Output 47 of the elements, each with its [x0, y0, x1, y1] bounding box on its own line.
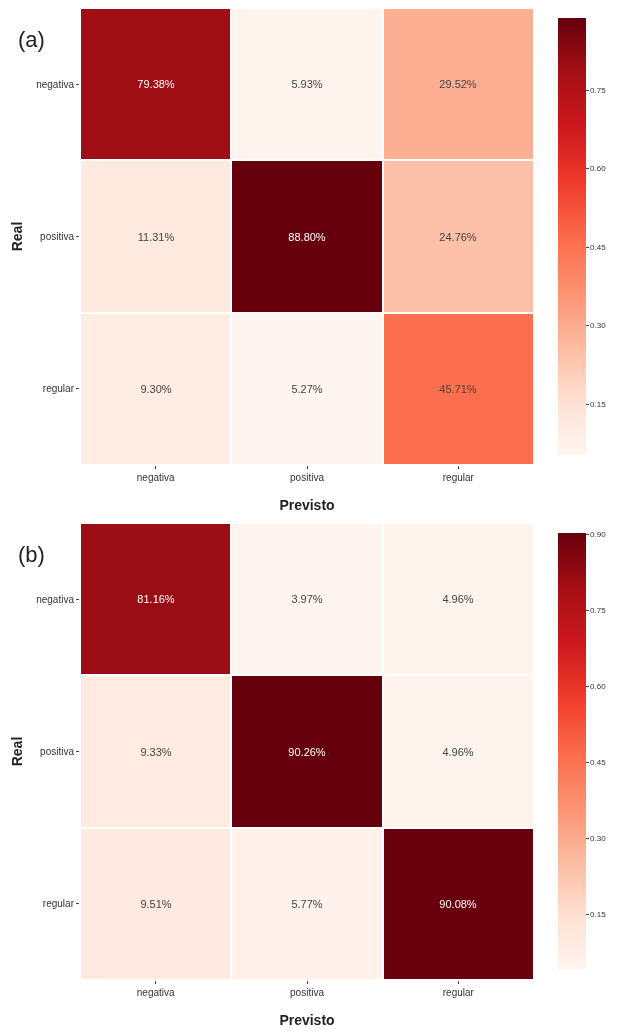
- color-bar-label: 0.45: [590, 242, 607, 252]
- color-bar-label: 0.60: [590, 164, 607, 174]
- data-label: 45.71%: [439, 382, 477, 395]
- data-label: 11.31%: [137, 230, 175, 243]
- text: (a): [18, 27, 45, 52]
- data-label: 81.16%: [137, 592, 175, 605]
- y-tick-label: negativa: [36, 593, 75, 605]
- data-label: 79.38%: [137, 77, 175, 90]
- data-label: 9.51%: [140, 897, 172, 910]
- y-tick-label: regular: [42, 898, 75, 910]
- y-tick-label: regular: [42, 383, 75, 395]
- color-bar-label: 0.15: [590, 399, 607, 409]
- x-tick-label: positiva: [290, 987, 325, 998]
- data-label: 24.76%: [439, 230, 477, 243]
- data-label: 88.80%: [288, 230, 326, 243]
- color-bar-label: 0.30: [590, 321, 607, 331]
- color-bar-label: 0.75: [590, 86, 607, 95]
- data-label: 4.96%: [442, 745, 474, 758]
- color-bar-label: 0.90: [590, 530, 607, 540]
- data-label: 5.93%: [291, 77, 323, 90]
- x-tick-label: negativa: [136, 987, 176, 998]
- color-bar-label: 0.15: [590, 909, 607, 919]
- x-tick-label: positiva: [290, 472, 325, 483]
- data-label: 9.30%: [140, 382, 172, 395]
- color-bar-label: 0.60: [590, 682, 607, 692]
- color-bar-label: 0.75: [590, 606, 607, 616]
- text: (b): [18, 542, 45, 567]
- x-tick-label: regular: [442, 472, 475, 483]
- x-tick-label: negativa: [136, 472, 176, 483]
- data-label: 5.27%: [291, 382, 323, 395]
- data-label: 4.96%: [442, 592, 474, 605]
- data-label: 90.26%: [288, 745, 326, 758]
- data-label: 90.08%: [439, 897, 477, 910]
- x-axis-title: Previsto: [279, 1012, 335, 1029]
- x-axis-title: Previsto: [279, 497, 335, 514]
- data-label: 9.33%: [140, 745, 172, 758]
- color-bar-label: 0.45: [590, 758, 607, 768]
- y-tick-label: negativa: [36, 78, 75, 90]
- y-tick-label: positiva: [40, 231, 75, 242]
- color-bar-label: 0.30: [590, 833, 607, 843]
- data-label: 3.97%: [291, 592, 323, 605]
- y-tick-label: positiva: [40, 746, 75, 757]
- x-tick-label: regular: [442, 987, 475, 998]
- data-label: 29.52%: [439, 77, 477, 90]
- y-axis-title: Real: [8, 736, 25, 767]
- data-label: 5.77%: [291, 897, 323, 910]
- y-axis-title: Real: [8, 221, 25, 252]
